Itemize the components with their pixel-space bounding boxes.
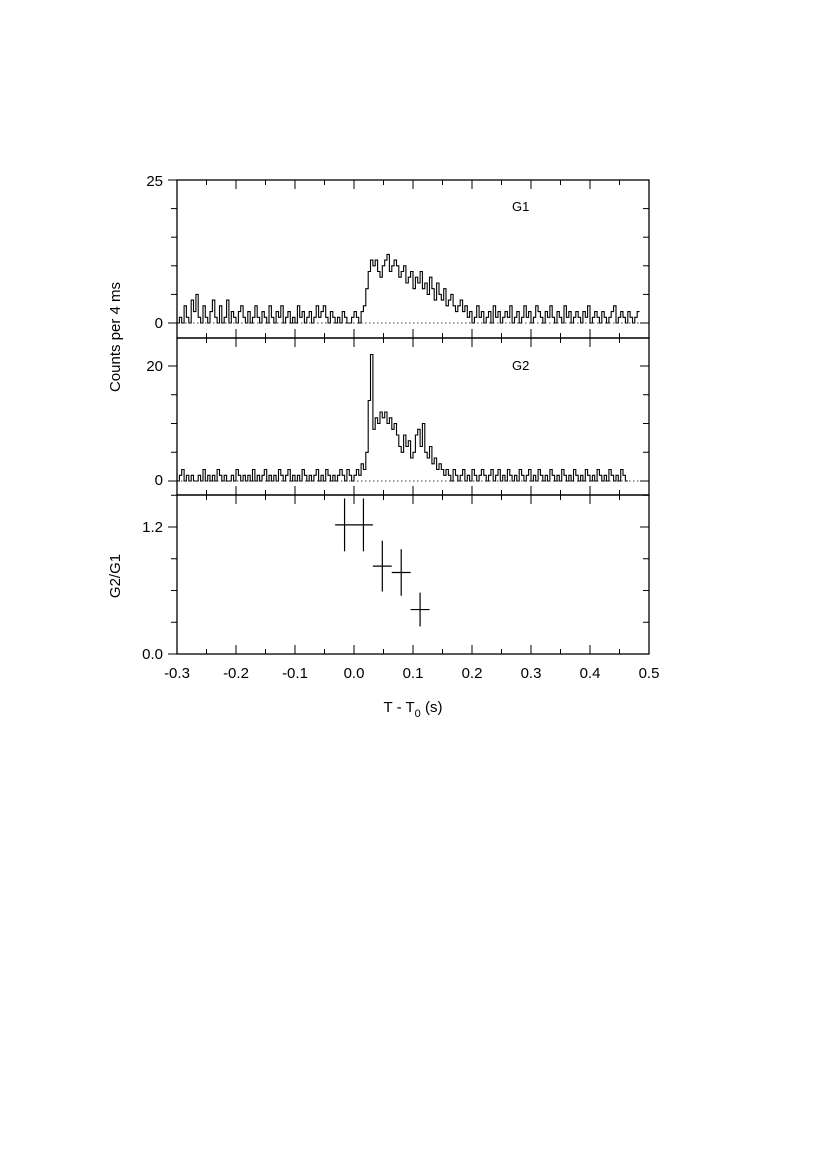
axis-ticks — [168, 179, 650, 655]
x-tick-label: 0.4 — [580, 665, 601, 682]
x-axis-title-main: T - T — [384, 699, 415, 716]
x-tick-label: -0.2 — [223, 665, 249, 682]
g2-panel-frame — [176, 337, 650, 496]
ratio-ytick-0-0: 0.0 — [142, 646, 163, 663]
ratio-point-1 — [354, 498, 373, 552]
g1-panel-label: G1 — [512, 199, 529, 214]
ratio-points — [335, 498, 430, 627]
ratio-point-0 — [335, 498, 354, 552]
g2-panel-label: G2 — [512, 358, 529, 373]
x-tick-label: -0.3 — [164, 665, 190, 682]
x-tick-label: -0.1 — [282, 665, 308, 682]
g1-ytick-0: 0 — [155, 315, 163, 332]
ratio-point-4 — [410, 592, 430, 627]
x-axis-title: T - T0 (s) — [384, 699, 443, 720]
x-tick-labels: -0.3 -0.2 -0.1 0.0 0.1 0.2 0.3 0.4 0.5 — [164, 665, 659, 682]
ratio-ytick-1-2: 1.2 — [142, 519, 163, 536]
ratio-axis-title: G2/G1 — [107, 554, 124, 598]
x-tick-label: 0.2 — [462, 665, 483, 682]
g1-histogram-series — [177, 253, 640, 324]
x-tick-label: 0.0 — [344, 665, 365, 682]
x-tick-label: 0.5 — [639, 665, 660, 682]
g1-ytick-25: 25 — [146, 173, 163, 190]
x-tick-label: 0.3 — [521, 665, 542, 682]
g2-histogram-series — [177, 353, 628, 482]
g2-ytick-20: 20 — [146, 358, 163, 375]
g2-ytick-0: 0 — [155, 472, 163, 489]
x-tick-label: 0.1 — [403, 665, 424, 682]
ratio-point-3 — [391, 549, 411, 596]
x-axis-title-unit: (s) — [421, 699, 443, 716]
zero-baselines — [177, 322, 649, 482]
x-axis-title-subscript: 0 — [415, 708, 421, 720]
counts-axis-title: Counts per 4 ms — [107, 282, 124, 392]
ratio-panel-frame — [176, 494, 650, 655]
ratio-point-2 — [372, 540, 392, 592]
